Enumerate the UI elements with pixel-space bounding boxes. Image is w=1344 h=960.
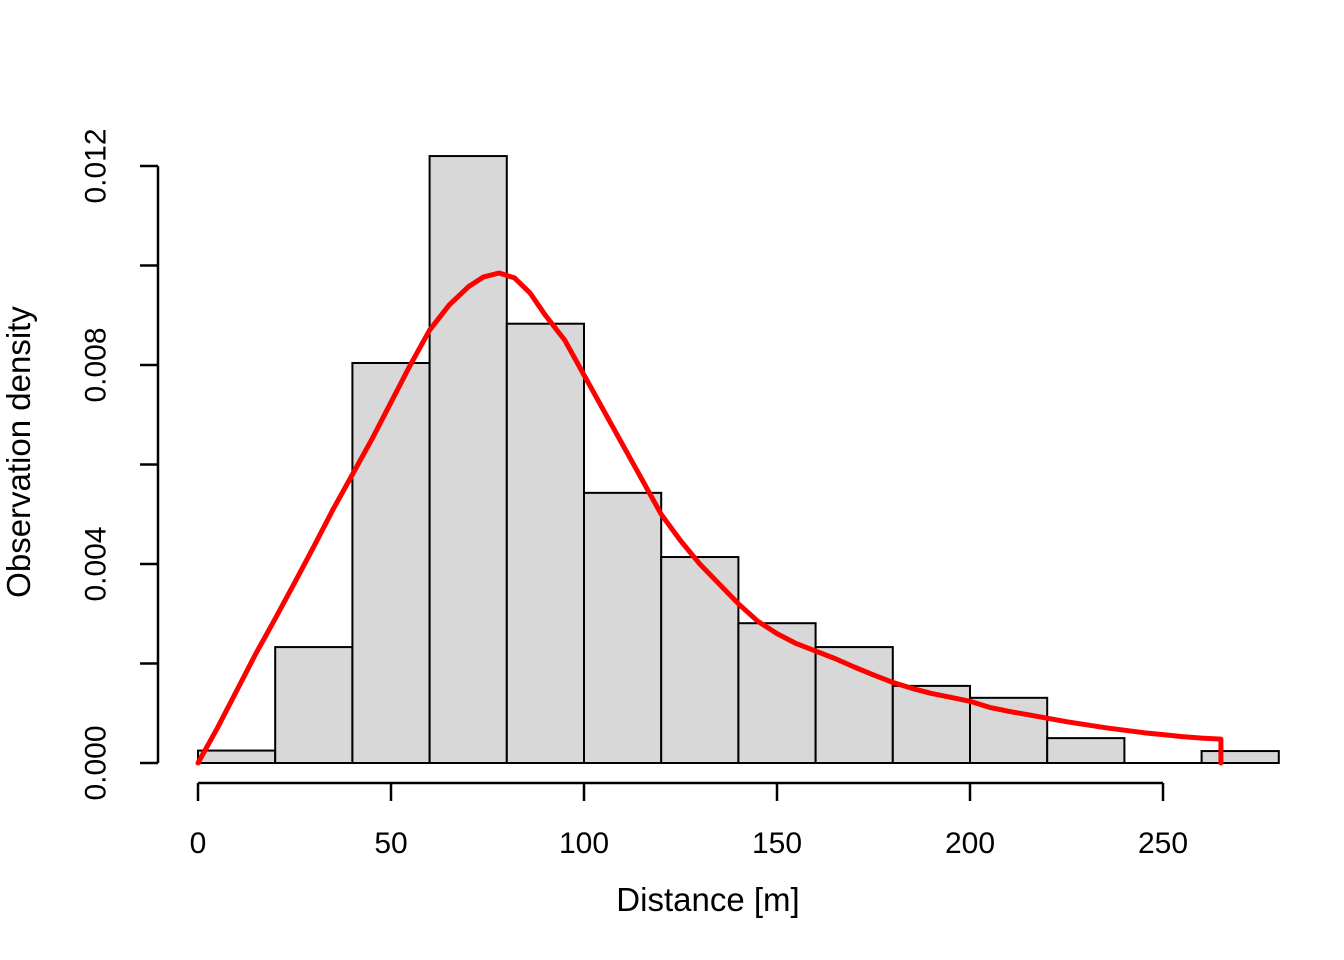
histogram-bar <box>505 322 585 764</box>
histogram-bar <box>660 556 740 764</box>
density-curve-group <box>195 270 1224 766</box>
histogram-bar <box>351 362 431 764</box>
histogram-bar <box>969 696 1049 765</box>
y-axis-title: Observation density <box>0 306 37 598</box>
x-tick-label: 100 <box>559 827 609 860</box>
histogram-bar <box>583 491 663 764</box>
x-tick-label: 50 <box>374 827 407 860</box>
x-tick-label: 0 <box>190 827 207 860</box>
y-tick-label: 0.012 <box>80 128 113 203</box>
histogram-bar <box>1200 750 1280 764</box>
x-axis: 0 50 100 150 200 250 <box>190 781 1188 860</box>
y-tick-label: 0.004 <box>80 526 113 601</box>
x-tick-label: 200 <box>945 827 995 860</box>
y-axis: 0.000 0.004 0.008 0.012 <box>80 128 160 801</box>
histogram-bar <box>197 749 277 764</box>
x-axis-title: Distance [m] <box>616 881 799 918</box>
histogram-bar <box>274 646 354 765</box>
x-tick-label: 150 <box>752 827 802 860</box>
density-curve <box>195 270 1224 766</box>
histogram-bars-group <box>197 155 1280 765</box>
y-tick-label: 0.000 <box>80 725 113 800</box>
histogram-bar <box>1046 737 1126 764</box>
x-tick-label: 250 <box>1138 827 1188 860</box>
histogram-bar <box>428 155 508 765</box>
y-tick-label: 0.008 <box>80 327 113 402</box>
